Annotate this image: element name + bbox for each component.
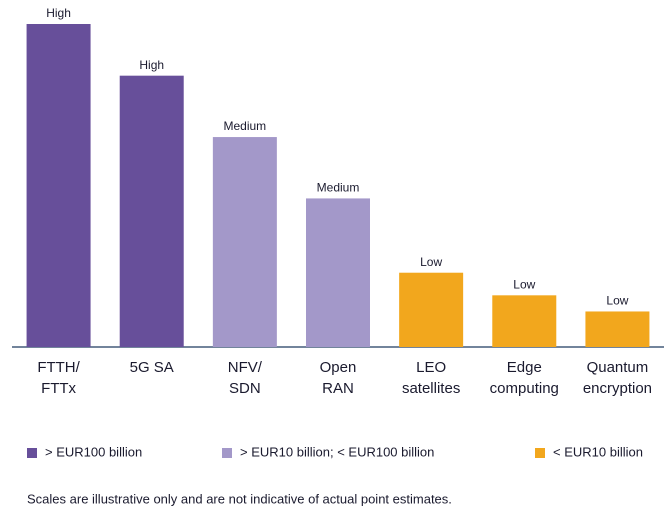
x-tick-label: 5G SA [130, 359, 174, 376]
value-label: Low [606, 294, 628, 308]
x-tick-label: Quantum [587, 359, 649, 376]
legend-label: > EUR100 billion [45, 444, 142, 459]
legend-label: > EUR10 billion; < EUR100 billion [240, 444, 434, 459]
x-tick-label: NFV/ [228, 359, 263, 376]
x-tick-label: RAN [322, 380, 354, 397]
value-label: Medium [224, 119, 267, 133]
x-tick-label: Open [320, 359, 357, 376]
value-label: Low [513, 277, 535, 291]
bar [119, 75, 184, 348]
value-label: Low [420, 255, 442, 269]
x-tick-label: encryption [583, 380, 652, 397]
legend-label: < EUR10 billion [553, 444, 643, 459]
footnote: Scales are illustrative only and are not… [27, 491, 452, 506]
x-tick-label: FTTx [41, 380, 76, 397]
bar [26, 24, 91, 347]
legend-swatch [222, 448, 232, 458]
legend-swatch [27, 448, 37, 458]
value-label: Medium [317, 181, 360, 195]
x-tick-label: LEO [416, 359, 446, 376]
legend-swatch [535, 448, 545, 458]
x-tick-label: FTTH/ [37, 359, 80, 376]
bar [212, 137, 277, 347]
x-tick-label: Edge [507, 359, 542, 376]
x-tick-label: computing [490, 380, 559, 397]
bar [306, 198, 370, 347]
bar [399, 272, 464, 347]
value-label: High [139, 58, 164, 72]
bar [492, 295, 557, 347]
bar [585, 311, 650, 347]
x-tick-label: satellites [402, 380, 460, 397]
value-label: High [46, 6, 71, 20]
x-tick-label: SDN [229, 380, 261, 397]
